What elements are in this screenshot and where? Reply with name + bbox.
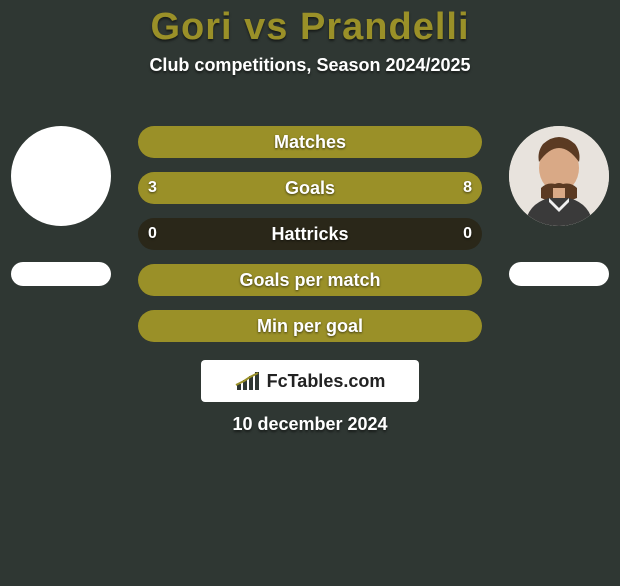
stat-bar-value-left: 3 xyxy=(148,172,157,204)
bar-chart-icon xyxy=(235,370,263,392)
stat-bars: Matches Goals3 8 Hattricks0 0 Goals per match… xyxy=(138,126,482,342)
placeholder-avatar-icon xyxy=(11,126,111,226)
stat-bar: Goals per match xyxy=(138,264,482,296)
player-left-column xyxy=(6,126,116,286)
stat-bar-label: Min per goal xyxy=(138,310,482,342)
player-left-name-pill xyxy=(11,262,111,286)
date-text: 10 december 2024 xyxy=(0,414,620,435)
stat-bar: Goals3 8 xyxy=(138,172,482,204)
stat-bar-value-left: 0 xyxy=(148,218,157,250)
brand-text: FcTables.com xyxy=(267,371,386,392)
person-photo-icon xyxy=(509,126,609,226)
brand-box: FcTables.com xyxy=(201,360,419,402)
player-right-avatar xyxy=(509,126,609,226)
player-left-avatar xyxy=(11,126,111,226)
stat-bar-label: Hattricks xyxy=(138,218,482,250)
page-subtitle: Club competitions, Season 2024/2025 xyxy=(0,55,620,76)
stat-bar: Hattricks0 0 xyxy=(138,218,482,250)
stat-bar-label: Goals xyxy=(138,172,482,204)
player-right-name-pill xyxy=(509,262,609,286)
stat-bar: Min per goal xyxy=(138,310,482,342)
stat-bar-value-right: 0 xyxy=(463,218,472,250)
stat-bar: Matches xyxy=(138,126,482,158)
page-title: Gori vs Prandelli xyxy=(0,6,620,49)
stat-bar-label: Matches xyxy=(138,126,482,158)
stat-bar-label: Goals per match xyxy=(138,264,482,296)
player-right-column xyxy=(504,126,614,286)
stat-bar-value-right: 8 xyxy=(463,172,472,204)
